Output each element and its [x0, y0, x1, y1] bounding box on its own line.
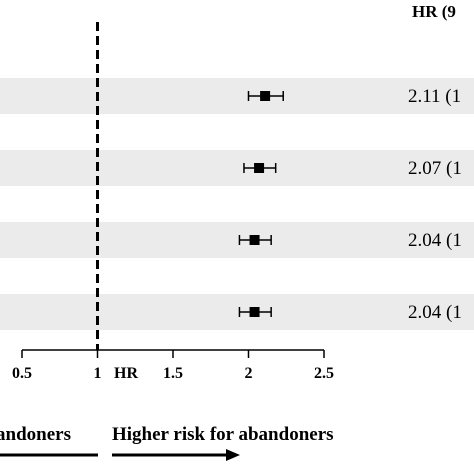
hr-point	[249, 235, 260, 245]
lower-risk-caption: andoners	[0, 424, 71, 445]
estimates: 2.11 (1 2.07 (1 2.04 (1 2.04 (1	[238, 86, 462, 323]
x-tick-label: 1.5	[163, 365, 183, 382]
column-header: HR (9	[412, 2, 456, 21]
x-tick-label: 2.5	[314, 365, 334, 382]
x-tick-label: 1	[94, 365, 102, 382]
hr-point	[254, 163, 265, 173]
row-band	[0, 222, 474, 258]
row-bands	[0, 78, 474, 330]
x-axis: 0.5 1 1.5 2 2.5	[12, 349, 334, 382]
row-band	[0, 78, 474, 114]
higher-risk-caption: Higher risk for abandoners	[112, 424, 334, 445]
row-band	[0, 294, 474, 330]
hr-value-label: 2.11 (1	[408, 86, 461, 107]
hr-point	[249, 307, 260, 317]
hr-value-label: 2.07 (1	[408, 158, 462, 179]
hr-value-label: 2.04 (1	[408, 302, 462, 323]
hr-point	[260, 91, 271, 101]
higher-risk-arrow-head	[226, 449, 240, 461]
hr-value-label: 2.04 (1	[408, 230, 462, 251]
x-tick-label: 0.5	[12, 365, 32, 382]
x-axis-label: HR	[114, 365, 138, 382]
x-tick-label: 2	[245, 365, 253, 382]
row-band	[0, 150, 474, 186]
